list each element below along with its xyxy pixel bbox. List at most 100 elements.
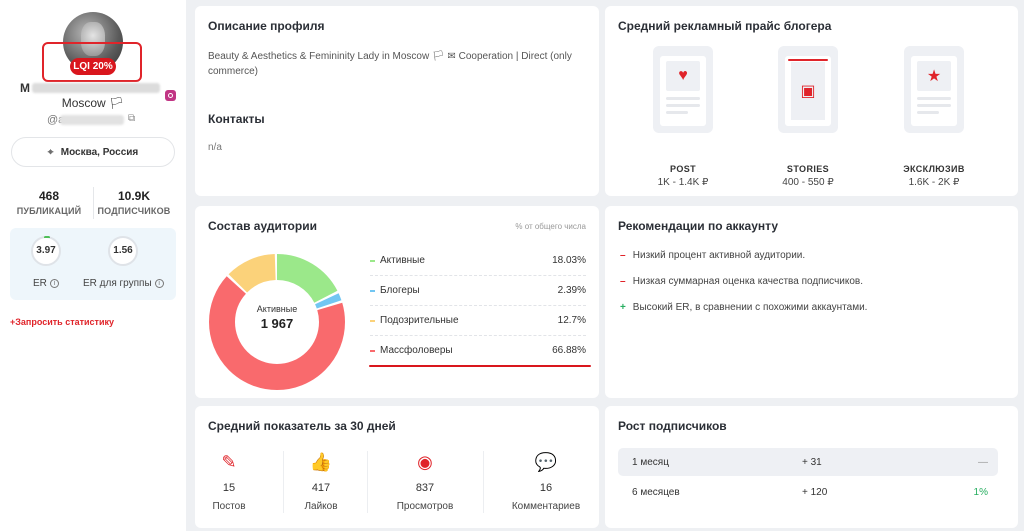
avatar-figure — [81, 22, 105, 56]
er-gauge-arc — [44, 236, 50, 239]
avg-likes: 👍 417 Лайков — [276, 450, 366, 512]
donut-segment[interactable] — [209, 254, 345, 390]
average-title: Средний показатель за 30 дней — [208, 419, 396, 433]
highlight-underline — [369, 365, 591, 367]
avg-likes-label: Лайков — [304, 501, 338, 512]
ad-price-card: Средний рекламный прайс блогера ♥ POST 1… — [605, 6, 1018, 196]
mockup-line — [917, 97, 951, 100]
er-gauge: 3.97 — [31, 236, 61, 266]
exclusive-mockup-screen: ★ — [911, 56, 957, 126]
followers-count: 10.9K — [117, 189, 151, 203]
stories-mockup-screen: ▣ — [785, 56, 831, 126]
legend-divider — [370, 305, 586, 306]
legend-value: 12.7% — [557, 315, 586, 326]
profile-name-blurred — [32, 83, 160, 93]
location-label: Москва, Россия — [60, 146, 139, 158]
profile-name: M — [20, 81, 170, 95]
legend-divider — [370, 335, 586, 336]
legend-marker — [370, 320, 375, 322]
price-post-value: 1K - 1.4K ₽ — [657, 177, 709, 188]
plus-icon: + — [620, 302, 626, 313]
avg-posts-label: Постов — [212, 501, 246, 512]
mockup-line — [666, 97, 700, 100]
exclusive-mockup: ★ — [904, 46, 964, 133]
growth-period: 1 месяц — [632, 457, 669, 468]
er-group-gauge: 1.56 — [108, 236, 138, 266]
average-30-days-card: Средний показатель за 30 дней ✎ 15 Посто… — [195, 406, 599, 528]
growth-delta: + 31 — [802, 457, 822, 468]
legend-divider — [370, 275, 586, 276]
recommendation-item: – Низкая суммарная оценка качества подпи… — [620, 276, 863, 287]
stats-divider — [93, 187, 94, 219]
growth-period: 6 месяцев — [632, 487, 680, 498]
legend-label: Подозрительные — [380, 315, 459, 326]
star-icon: ★ — [917, 61, 951, 91]
stories-progress-bar — [788, 59, 828, 61]
thumbs-up-icon: 👍 — [309, 452, 333, 472]
location-pill: ⌖ Москва, Россия — [11, 137, 175, 167]
eye-icon: ◉ — [417, 452, 433, 472]
image-icon: ▣ — [791, 62, 825, 120]
price-post-label: POST — [669, 164, 697, 174]
profile-handle-blurred — [60, 115, 124, 125]
price-stories-label: STORIES — [786, 164, 830, 174]
external-link-icon[interactable]: ⧉ — [128, 113, 136, 124]
recommendation-text: Низкая суммарная оценка качества подписч… — [632, 276, 864, 287]
avg-posts-value: 15 — [222, 482, 236, 494]
post-mockup: ♥ — [653, 46, 713, 133]
lqi-highlight-frame — [42, 42, 142, 82]
legend-value: 66.88% — [552, 345, 586, 356]
er-group-label-row: ER для группы i — [83, 278, 164, 289]
legend-label: Активные — [380, 255, 425, 266]
recommendations-card: Рекомендации по аккаунту – Низкий процен… — [605, 206, 1018, 398]
info-icon[interactable]: i — [49, 279, 59, 288]
location-pin-icon: ⌖ — [47, 146, 54, 158]
audience-donut-chart — [209, 254, 345, 390]
growth-delta: + 120 — [802, 487, 828, 498]
description-title: Описание профиля — [208, 19, 325, 33]
avg-views: ◉ 837 Просмотров — [380, 450, 470, 512]
stories-mockup: ▣ — [778, 46, 838, 133]
price-title: Средний рекламный прайс блогера — [618, 19, 832, 33]
price-exclusive-label: ЭКСКЛЮЗИВ — [903, 164, 965, 174]
avg-comments: 💬 16 Комментариев — [501, 450, 591, 512]
donut-center-label: Активные — [256, 304, 298, 314]
profile-description-card: Описание профиля Beauty & Aesthetics & F… — [195, 6, 599, 196]
audience-hint: % от общего числа — [515, 222, 586, 231]
legend-item-suspicious: Подозрительные 12.7% — [370, 315, 586, 331]
donut-center: Активные 1 967 — [209, 304, 345, 331]
avg-posts: ✎ 15 Постов — [184, 450, 274, 512]
instagram-icon[interactable] — [165, 90, 176, 101]
contacts-title: Контакты — [208, 112, 265, 126]
posts-label: ПУБЛИКАЦИЙ — [16, 206, 82, 216]
er-group-label: ER для группы — [83, 278, 152, 289]
audience-composition-card: Состав аудитории % от общего числа Актив… — [195, 206, 599, 398]
profile-name-initial: M — [20, 81, 30, 95]
profile-sidebar: LQI 20% M Moscow 🏳 @a ⧉ ⌖ Москва, Россия… — [0, 0, 186, 531]
follower-growth-card: Рост подписчиков 1 месяц + 31 — 6 месяце… — [605, 406, 1018, 528]
donut-center-value: 1 967 — [260, 316, 294, 331]
avg-divider — [283, 451, 284, 513]
legend-value: 2.39% — [557, 285, 586, 296]
legend-marker — [370, 290, 375, 292]
legend-item-massfollowers: Массфоловеры 66.88% — [370, 345, 586, 361]
legend-item-active: Активные 18.03% — [370, 255, 586, 271]
heart-icon: ♥ — [666, 61, 700, 91]
donut-segment[interactable] — [209, 254, 345, 390]
info-icon[interactable]: i — [154, 279, 164, 288]
profile-handle[interactable]: @a — [47, 114, 65, 126]
mockup-line — [917, 111, 939, 114]
comment-icon: 💬 — [534, 452, 558, 472]
price-stories-value: 400 - 550 ₽ — [782, 177, 834, 188]
avg-views-label: Просмотров — [396, 501, 454, 512]
edit-icon: ✎ — [221, 452, 237, 472]
legend-value: 18.03% — [552, 255, 586, 266]
growth-row-1-month: 1 месяц + 31 — — [618, 448, 998, 476]
mockup-line — [666, 104, 700, 107]
request-stats-link[interactable]: +Запросить статистику — [10, 317, 115, 327]
audience-title: Состав аудитории — [208, 219, 317, 233]
posts-count: 468 — [38, 189, 60, 203]
description-text: Beauty & Aesthetics & Femininity Lady in… — [208, 51, 572, 77]
profile-city: Moscow 🏳 — [61, 96, 125, 110]
growth-title: Рост подписчиков — [618, 419, 727, 433]
